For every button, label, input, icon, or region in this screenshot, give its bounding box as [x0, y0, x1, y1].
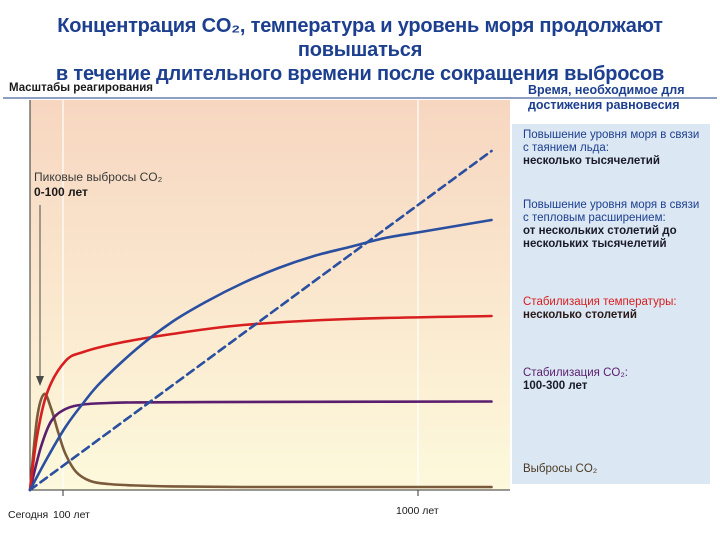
chart-title-line2: в течение длительного времени после сокр…: [55, 63, 665, 85]
series-line-temperature: [28, 314, 493, 492]
legend-ice-time: несколько тысячелетий: [523, 155, 660, 167]
series-layer: [28, 149, 493, 492]
legend-temperature-line1: Стабилизация температуры:: [523, 296, 677, 308]
chart-title: Концентрация CO₂, температура и уровень …: [0, 14, 720, 86]
legend-thermal-line1: Повышение уровня моря в связи: [523, 199, 700, 211]
legend-co2-time: 100-300 лет: [523, 380, 588, 392]
legend-ice-line1: Повышение уровня моря в связи: [523, 129, 700, 141]
legend-panel: [512, 124, 710, 484]
chart-title-line1: Концентрация CO₂, температура и уровень …: [57, 15, 663, 61]
equilibrium-time-line1: Время, необходимое для: [528, 83, 685, 97]
x-tick-label-today: Сегодня: [8, 509, 49, 521]
header-rule: [3, 97, 717, 99]
x-tick-label-100: 100 лет: [53, 509, 90, 521]
response-scale-label: Масштабы реагирования: [9, 82, 154, 94]
legend-co2-line1: Стабилизация CO₂:: [523, 367, 628, 379]
legend-ice-line2: с таянием льда:: [523, 142, 609, 154]
legend-emissions: Выбросы CO₂: [523, 463, 713, 476]
peak-arrow-head: [36, 376, 44, 386]
peak-annotation: Пиковые выбросы CO₂ 0-100 лет: [34, 170, 194, 200]
equilibrium-time-line2: достижения равновесия: [528, 98, 680, 112]
peak-annotation-line1: Пиковые выбросы CO₂: [34, 170, 163, 184]
legend-thermal: Повышение уровня моря в связи с тепловым…: [523, 199, 713, 251]
x-tick-label-1000: 1000 лет: [396, 505, 439, 517]
series-line-sea_ice: [28, 149, 493, 492]
legend-temperature-time: несколько столетий: [523, 309, 637, 321]
equilibrium-time-label: Время, необходимое для достижения равнов…: [528, 83, 718, 113]
plot-background: [30, 100, 510, 490]
series-line-co2: [28, 400, 493, 492]
peak-annotation-line2: 0-100 лет: [34, 185, 88, 199]
legend-thermal-time2: нескольких тысячелетий: [523, 238, 667, 250]
legend-co2: Стабилизация CO₂: 100-300 лет: [523, 367, 713, 393]
legend-temperature: Стабилизация температуры: несколько стол…: [523, 296, 713, 322]
legend-ice: Повышение уровня моря в связи с таянием …: [523, 129, 713, 168]
legend-thermal-line2: с тепловым расширением:: [523, 212, 666, 224]
series-line-sea_thermal: [28, 218, 493, 492]
series-line-emissions: [28, 392, 493, 492]
legend-thermal-time1: от нескольких столетий до: [523, 225, 677, 237]
legend-emissions-label: Выбросы CO₂: [523, 463, 598, 475]
